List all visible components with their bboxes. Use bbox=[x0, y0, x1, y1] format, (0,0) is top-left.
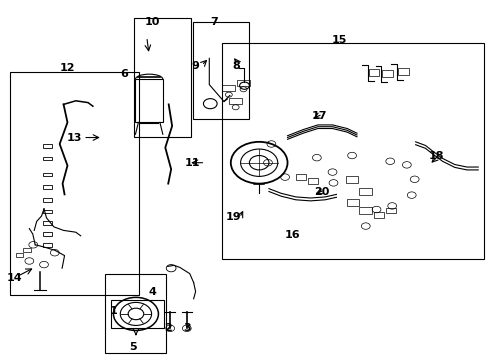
Bar bbox=[386, 208, 395, 213]
Bar bbox=[43, 173, 52, 176]
Text: 5: 5 bbox=[129, 342, 137, 352]
Text: 19: 19 bbox=[225, 212, 241, 222]
Bar bbox=[43, 243, 52, 247]
Text: 6: 6 bbox=[120, 69, 127, 79]
Bar bbox=[229, 98, 242, 104]
Text: 12: 12 bbox=[60, 63, 75, 73]
Text: 13: 13 bbox=[67, 132, 82, 143]
Bar bbox=[43, 157, 52, 160]
Bar bbox=[359, 207, 371, 214]
Bar bbox=[134, 18, 190, 137]
Bar bbox=[237, 80, 249, 86]
Bar bbox=[43, 185, 52, 189]
Text: 8: 8 bbox=[232, 60, 240, 71]
Bar bbox=[222, 85, 235, 91]
Bar bbox=[110, 300, 164, 328]
Bar bbox=[359, 188, 371, 195]
Text: 4: 4 bbox=[148, 287, 156, 297]
Bar bbox=[382, 70, 392, 77]
Bar bbox=[346, 199, 359, 206]
Text: 11: 11 bbox=[184, 158, 200, 168]
Text: 14: 14 bbox=[7, 273, 22, 283]
Bar bbox=[307, 178, 317, 184]
Bar bbox=[23, 248, 31, 252]
Text: 15: 15 bbox=[330, 35, 346, 45]
Text: 1: 1 bbox=[109, 306, 117, 316]
Text: 3: 3 bbox=[183, 323, 191, 333]
Text: 18: 18 bbox=[428, 150, 444, 161]
Bar bbox=[10, 72, 139, 295]
Bar bbox=[105, 274, 166, 353]
Bar bbox=[43, 232, 52, 236]
Bar bbox=[43, 210, 52, 213]
Bar bbox=[345, 176, 358, 183]
Text: 20: 20 bbox=[313, 186, 329, 197]
Text: 9: 9 bbox=[191, 60, 199, 71]
Bar bbox=[43, 144, 52, 148]
Bar bbox=[43, 198, 52, 202]
Bar bbox=[193, 22, 249, 119]
Bar bbox=[397, 68, 408, 75]
Text: 17: 17 bbox=[311, 111, 326, 121]
Bar bbox=[16, 253, 23, 257]
Text: 7: 7 bbox=[210, 17, 218, 27]
Text: 2: 2 bbox=[163, 323, 171, 333]
Bar bbox=[295, 174, 305, 180]
Bar bbox=[43, 221, 52, 225]
Bar bbox=[222, 43, 483, 259]
Text: 10: 10 bbox=[144, 17, 160, 27]
Text: 16: 16 bbox=[284, 230, 300, 240]
Bar bbox=[368, 69, 379, 76]
Bar bbox=[373, 212, 383, 218]
